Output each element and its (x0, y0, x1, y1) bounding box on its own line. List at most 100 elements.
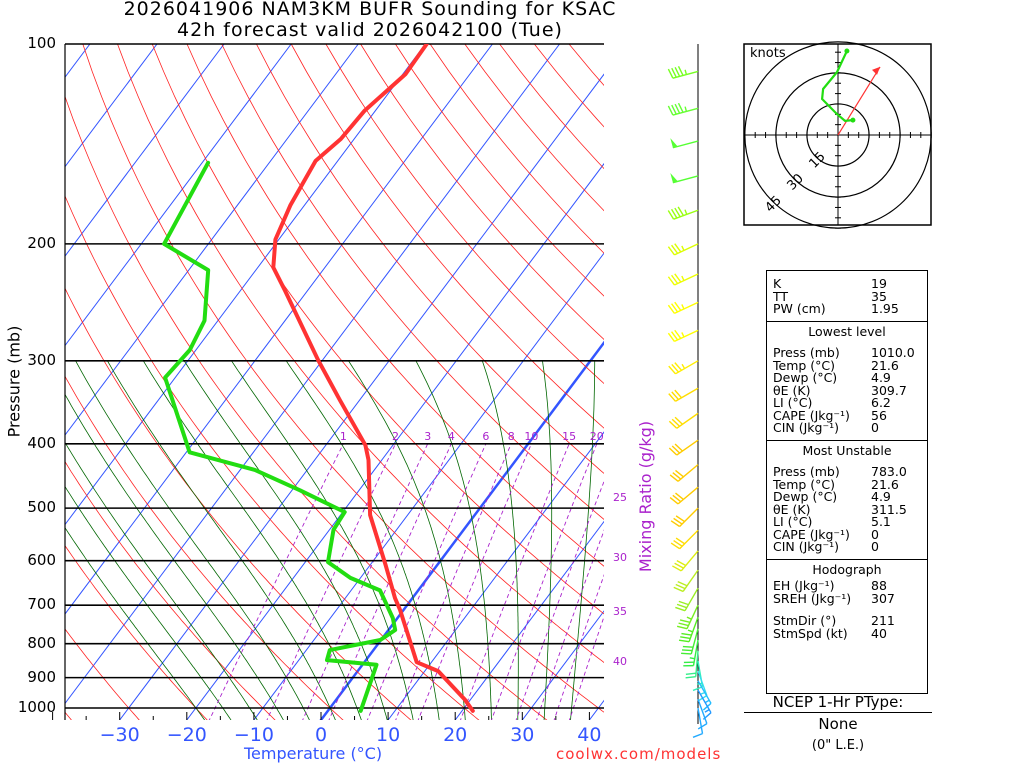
row-label: LI (°C) (773, 395, 813, 410)
row-value: 1010.0 (871, 345, 915, 360)
dry-adiabat-line (65, 545, 208, 720)
row-label: LI (°C) (773, 514, 813, 529)
mixing-ratio-label: 1 (340, 430, 347, 443)
pressure-tick-label: 800 (27, 633, 56, 652)
row-label: CAPE (Jkg⁻¹) (773, 526, 850, 542)
wind-barb (675, 587, 699, 612)
index-label: PW (cm) (773, 301, 826, 316)
wind-barb (685, 650, 699, 679)
row-value: 21.6 (871, 357, 899, 373)
storm-motion-vector (837, 66, 881, 136)
dry-adiabat-line (186, 44, 604, 567)
section-header: Hodograph (812, 561, 882, 577)
table-row: CIN (Jkg⁻¹) 0 (773, 539, 921, 554)
moist-adiabat-line (75, 360, 310, 720)
storm-motion-arrowhead (872, 66, 880, 75)
hodograph-ring-label: 15 (806, 149, 828, 171)
index-label: TT (773, 288, 789, 304)
dry-adiabat-line (429, 44, 604, 254)
mixing-ratio-label: 10 (524, 430, 538, 443)
wind-barb (672, 550, 699, 572)
row-value: 88 (871, 578, 887, 593)
index-value: 1.95 (871, 301, 899, 316)
moist-adiabat-line (65, 393, 284, 720)
hodograph-ring-label: 45 (763, 193, 785, 215)
wind-barb (667, 301, 699, 315)
wind-barb (667, 66, 699, 79)
wind-barb (673, 569, 699, 593)
isotherm-line (65, 44, 225, 257)
row-label: StmDir (°) (773, 613, 837, 628)
row-value: 6.2 (871, 395, 891, 410)
row-value: 309.7 (871, 382, 907, 398)
dry-adiabat-line (65, 628, 140, 720)
mixing-ratio-label: 6 (482, 430, 489, 443)
table-row: Press (mb) 783.0 (773, 464, 921, 479)
ptype-header: NCEP 1-Hr PType: (744, 693, 932, 713)
index-label: K (773, 276, 782, 291)
mixing-ratio-line (536, 529, 604, 720)
isotherm-line (119, 73, 604, 720)
dry-adiabat-line (290, 44, 604, 429)
mixing-ratio-label: 2 (392, 430, 399, 443)
wind-barb (667, 243, 699, 256)
index-value: 19 (871, 276, 887, 291)
pressure-tick-label: 100 (27, 34, 56, 52)
table-row: θE (K) 309.7 (773, 382, 921, 398)
dry-adiabat-line (65, 95, 548, 720)
index-value: 35 (871, 288, 887, 304)
pressure-tick-label: 400 (27, 433, 56, 452)
pressure-tick-label: 500 (27, 498, 56, 517)
dry-adiabat-line (65, 375, 344, 720)
table-row: Dewp (°C) 4.9 (773, 490, 921, 504)
row-value: 0 (871, 526, 879, 542)
row-label: CIN (Jkg⁻¹) (773, 420, 839, 435)
mixing-ratio-line (395, 443, 512, 720)
table-row: Temp (°C) 21.6 (773, 357, 921, 373)
wind-barb (692, 707, 704, 738)
table-row: LI (°C) 6.2 (773, 395, 921, 410)
wind-barb (670, 138, 699, 149)
moist-adiabat-line (107, 360, 336, 720)
table-row: Temp (°C) 21.6 (773, 478, 921, 492)
table-row: CIN (Jkg⁻¹) 0 (773, 420, 921, 435)
pressure-tick-label: 1000 (17, 698, 56, 716)
hodograph-ring-label: 30 (784, 171, 806, 193)
x-axis-label: Temperature (°C) (244, 744, 383, 763)
wind-barb (670, 507, 699, 528)
indices-table: K 19 TT 35 PW (cm) 1.95 Lowest level Press (… (766, 270, 928, 694)
wind-barb (668, 439, 699, 456)
pressure-tick-label: 900 (27, 667, 56, 686)
isotherm-line (65, 44, 493, 615)
wind-barb (670, 529, 699, 550)
dry-adiabat-line (117, 44, 604, 663)
temperature-tick-label: −10 (233, 724, 274, 746)
section-header: Most Unstable (802, 442, 892, 458)
wind-barb (669, 464, 699, 482)
row-value: 4.9 (871, 370, 891, 385)
row-label: StmSpd (kt) (773, 625, 848, 641)
wind-barb (668, 412, 699, 429)
mixing-ratio-label: 20 (590, 430, 604, 443)
y-axis-label: Pressure (mb) (4, 325, 24, 438)
pressure-tick-label: 600 (27, 550, 56, 569)
mixing-ratio-line (515, 480, 604, 720)
isotherm-line (65, 44, 292, 347)
moist-adiabat-line (481, 360, 519, 720)
isotherm-line (319, 340, 604, 720)
dry-adiabat-line (499, 44, 604, 170)
wind-barb (670, 173, 699, 184)
table-row: Dewp (°C) 4.9 (773, 370, 921, 385)
isotherm-line (65, 44, 359, 436)
wind-barb (669, 486, 699, 505)
table-row: StmSpd (kt) 40 (773, 625, 921, 641)
row-value: 783.0 (871, 464, 907, 479)
mixing-ratio-label: 35 (613, 605, 627, 618)
row-value: 0 (871, 539, 879, 554)
hodograph-trace (820, 50, 854, 123)
mixing-ratio-label: 25 (613, 491, 627, 504)
wind-barb (697, 698, 708, 730)
mixing-ratio-label: Mixing Ratio (g/kg) (636, 420, 656, 573)
moist-adiabat-line (348, 360, 466, 720)
wind-barb (683, 639, 699, 667)
